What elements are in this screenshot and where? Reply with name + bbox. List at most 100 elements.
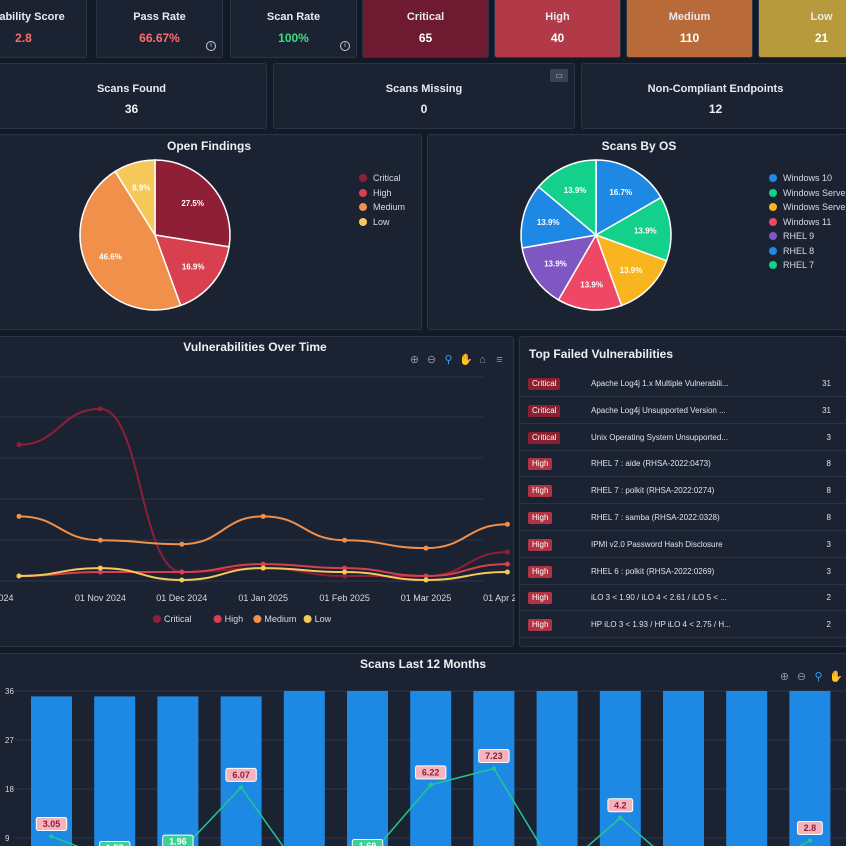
pie-slice-windows-server[interactable] [594, 233, 668, 307]
pie-slice-windows-server[interactable] [594, 196, 672, 262]
legend-item[interactable]: RHEL 8 [769, 246, 814, 256]
vulnerability-name[interactable]: RHEL 7 : polkit (RHSA-2022:0274) [591, 486, 715, 496]
zoom-in-icon[interactable]: ⊕ [779, 671, 790, 683]
vulnerability-row[interactable]: High RHEL 7 : samba (RHSA-2022:0328) 8 [520, 504, 846, 531]
vulnerability-name[interactable]: Unix Operating System Unsupported... [591, 432, 728, 442]
trend-point[interactable] [49, 834, 54, 839]
data-point-low[interactable] [504, 569, 510, 575]
data-point-critical[interactable] [504, 549, 510, 555]
menu-icon[interactable]: ≡ [496, 354, 503, 366]
data-point-high[interactable] [97, 569, 103, 575]
pan-hand-icon[interactable]: ✋ [459, 354, 473, 366]
legend-item[interactable]: Windows Server [769, 188, 846, 198]
zoom-select-icon[interactable]: ⚲ [444, 354, 453, 366]
legend-item[interactable]: Medium [359, 202, 405, 212]
home-reset-icon[interactable]: ⌂ [479, 354, 486, 366]
data-point-high[interactable] [423, 573, 429, 579]
scan-bar[interactable] [157, 696, 199, 846]
data-point-low[interactable] [97, 565, 103, 571]
vulnerability-name[interactable]: Apache Log4j Unsupported Version ... [591, 405, 726, 415]
pie-slice-medium[interactable] [79, 170, 182, 311]
vulnerability-row[interactable]: High RHEL 7 : polkit (RHSA-2022:0274) 8 [520, 477, 846, 505]
legend-item[interactable]: Low [359, 217, 390, 227]
vulnerability-name[interactable]: RHEL 7 : aide (RHSA-2022:0473) [591, 459, 711, 469]
zoom-out-icon[interactable]: ⊖ [426, 354, 437, 366]
legend-item[interactable]: Windows Server [769, 202, 846, 212]
series-line-critical[interactable] [18, 407, 508, 578]
data-point-low[interactable] [260, 565, 266, 571]
scan-bar[interactable] [347, 691, 388, 846]
legend-label[interactable]: High [225, 614, 244, 624]
vulnerability-name[interactable]: Apache Log4j 1.x Multiple Vulnerabili... [591, 379, 729, 388]
vulnerability-row[interactable]: Critical Apache Log4j Unsupported Version… [520, 397, 846, 424]
legend-label[interactable]: Critical [164, 614, 192, 624]
data-point-high[interactable] [504, 561, 510, 567]
display-icon[interactable]: ▭ [550, 69, 568, 82]
trend-point[interactable] [238, 785, 244, 790]
data-point-high[interactable] [342, 565, 348, 571]
scan-bar[interactable] [94, 696, 136, 846]
data-point-critical[interactable] [97, 406, 103, 412]
pie-slice-windows-10[interactable] [595, 159, 663, 237]
vulnerability-name[interactable]: RHEL 7 : samba (RHSA-2022:0328) [591, 513, 720, 522]
series-line-medium[interactable] [18, 515, 508, 550]
pie-slice-rhel-8[interactable] [520, 185, 598, 249]
info-icon[interactable]: i [206, 41, 216, 51]
legend-item[interactable]: High [359, 188, 392, 198]
vulnerability-row[interactable]: Critical Apache Log4j 1.x Multiple Vulner… [520, 370, 846, 397]
pie-slice-windows-11[interactable] [557, 233, 623, 311]
scan-bar[interactable] [789, 691, 831, 846]
legend-item[interactable]: Windows 11 [769, 217, 831, 227]
pan-hand-icon[interactable]: ✋ [829, 671, 843, 683]
zoom-out-icon[interactable]: ⊖ [796, 671, 807, 683]
legend-item[interactable]: RHEL 9 [769, 231, 814, 241]
vulnerability-name[interactable]: iLO 3 < 1.90 / iLO 4 < 2.61 / iLO 5 < ..… [591, 593, 727, 603]
data-point-critical[interactable] [342, 573, 348, 579]
vulnerability-row[interactable]: High RHEL 6 : polkit (RHSA-2022:0269) 3 [520, 558, 846, 585]
legend-item[interactable]: Critical [359, 173, 401, 183]
scan-bar[interactable] [283, 691, 325, 846]
vulnerability-row[interactable]: Critical Unix Operating System Unsupporte… [520, 424, 846, 451]
data-point-medium[interactable] [423, 545, 429, 551]
vulnerability-row[interactable]: High HP iLO 3 < 1.93 / HP iLO 4 < 2.75 / … [520, 611, 846, 639]
data-point-low[interactable] [423, 577, 429, 583]
data-point-medium[interactable] [16, 513, 22, 519]
trend-point[interactable] [618, 815, 623, 820]
data-point-medium[interactable] [504, 521, 510, 527]
legend-item[interactable]: RHEL 7 [769, 260, 814, 270]
vulnerability-row[interactable]: High iLO 3 < 1.90 / iLO 4 < 2.61 / iLO 5 … [520, 584, 846, 612]
legend-label[interactable]: Medium [264, 614, 296, 624]
vulnerability-row[interactable]: High RHEL 7 : aide (RHSA-2022:0473) 8 [520, 450, 846, 478]
trend-point[interactable] [428, 782, 433, 788]
vulnerability-name[interactable]: RHEL 6 : polkit (RHSA-2022:0269) [591, 566, 715, 576]
vulnerability-name[interactable]: IPMI v2.0 Password Hash Disclosure [591, 539, 723, 549]
vulnerability-name[interactable]: HP iLO 3 < 1.93 / HP iLO 4 < 2.75 / H... [591, 620, 731, 630]
trend-point[interactable] [807, 838, 813, 843]
scan-bar[interactable] [663, 691, 704, 846]
data-point-medium[interactable] [260, 513, 266, 519]
zoom-in-icon[interactable]: ⊕ [409, 354, 420, 366]
data-point-high[interactable] [179, 569, 185, 575]
pie-slice-critical[interactable] [154, 159, 231, 248]
legend-label[interactable]: Low [315, 614, 332, 624]
pie-slice-high[interactable] [153, 234, 230, 307]
data-point-low[interactable] [179, 577, 185, 583]
data-point-medium[interactable] [179, 541, 185, 547]
trend-point[interactable] [491, 766, 497, 771]
data-point-low[interactable] [16, 573, 22, 579]
zoom-select-icon[interactable]: ⚲ [814, 671, 823, 683]
data-point-high[interactable] [260, 561, 266, 567]
data-point-medium[interactable] [97, 537, 103, 543]
data-point-critical[interactable] [16, 442, 22, 448]
scan-bar[interactable] [536, 691, 578, 846]
scan-bar[interactable] [726, 691, 768, 846]
scan-bar[interactable] [599, 691, 641, 846]
info-icon[interactable]: i [340, 41, 350, 51]
data-point-medium[interactable] [342, 537, 348, 543]
pie-slice-low[interactable] [114, 159, 156, 238]
pie-slice-rhel-7[interactable] [537, 159, 597, 237]
legend-item[interactable]: Windows 10 [769, 173, 832, 183]
vulnerability-row[interactable]: High IPMI v2.0 Password Hash Disclosure 3 [520, 531, 846, 558]
pie-slice-rhel-9[interactable] [521, 233, 598, 301]
data-point-low[interactable] [342, 569, 348, 575]
